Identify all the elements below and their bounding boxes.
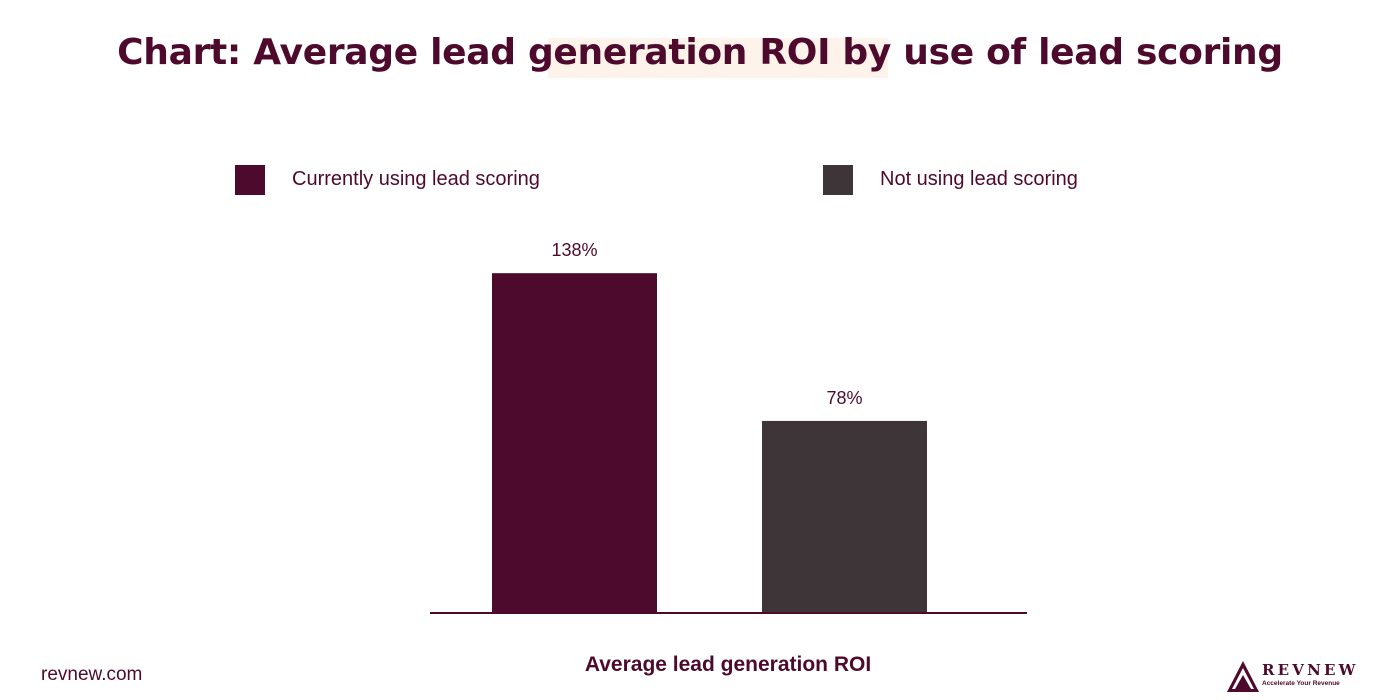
legend-swatch-not-using (823, 165, 853, 195)
revnew-logo: REVNEW Accelerate Your Revenue (1226, 659, 1356, 695)
legend-label-not-using: Not using lead scoring (880, 168, 1078, 190)
legend-label-currently-using: Currently using lead scoring (292, 168, 540, 190)
data-label-not-using-lead-scoring: 78% (826, 388, 862, 408)
legend-swatch-currently-using (235, 165, 265, 195)
title-highlight (548, 38, 888, 78)
x-axis-label: Average lead generation ROI (585, 653, 871, 676)
data-label-currently-using-lead-scoring: 138% (551, 240, 597, 260)
mountain-logo-icon (1227, 661, 1259, 692)
footer-site-link[interactable]: revnew.com (41, 664, 143, 685)
bar-not-using-lead-scoring (762, 420, 927, 613)
bar-currently-using-lead-scoring (492, 273, 657, 613)
logo-wordmark: REVNEW (1262, 661, 1359, 679)
logo-tagline: Accelerate Your Revenue (1262, 680, 1340, 687)
bar-group: 138% 78% (492, 240, 927, 613)
chart-title: Chart: Average lead generation ROI by us… (117, 32, 1283, 73)
